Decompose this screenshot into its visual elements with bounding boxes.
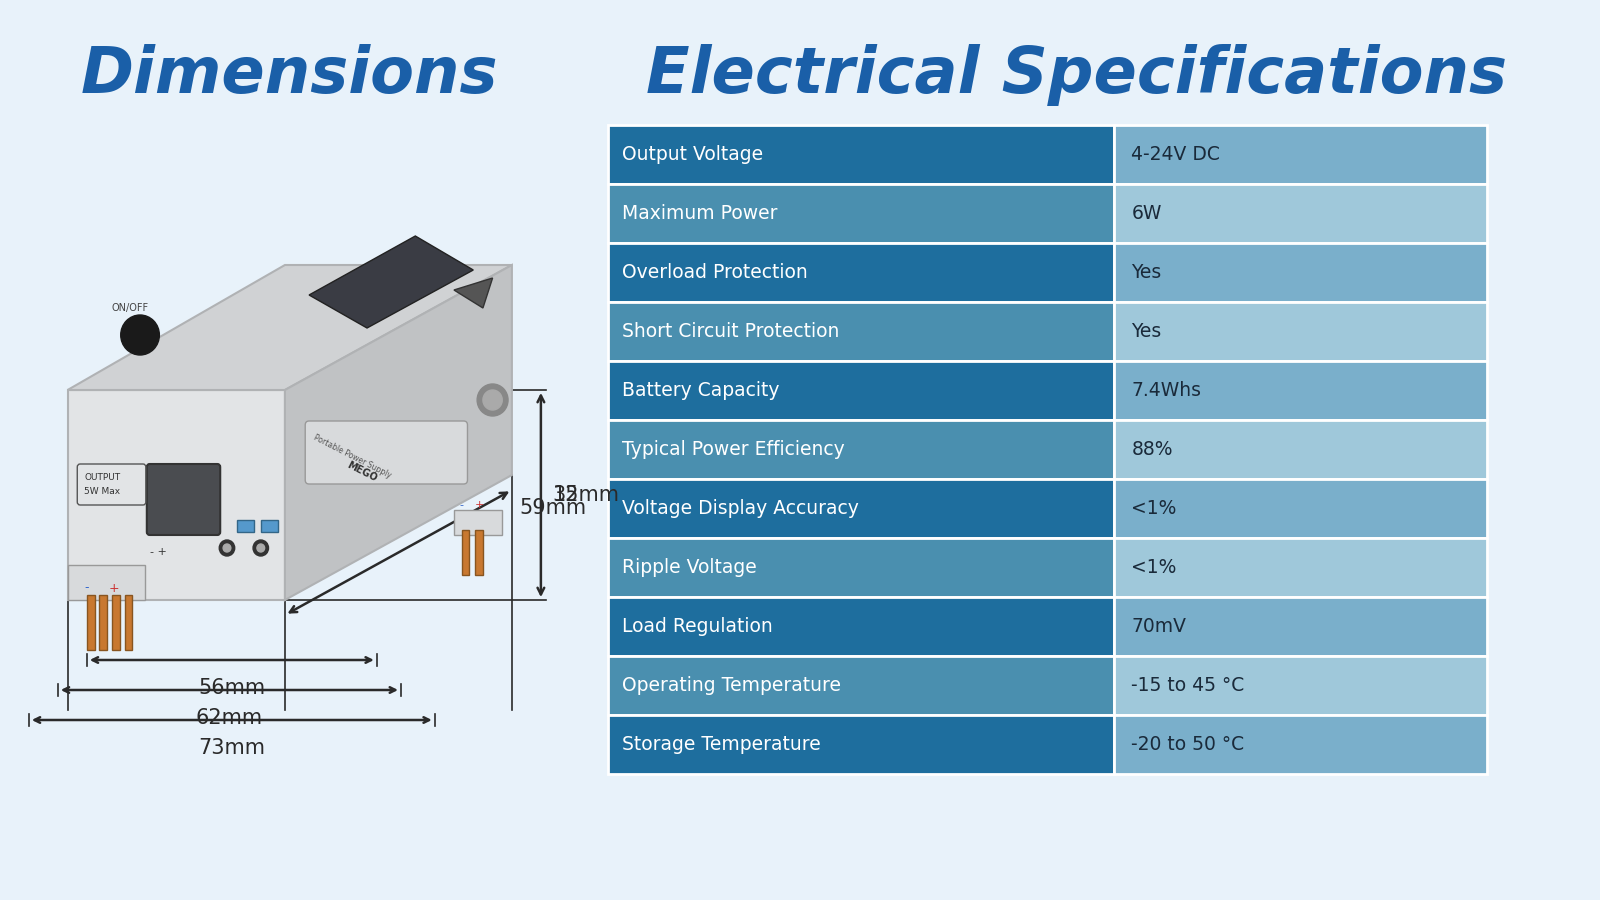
- Bar: [608, 479, 1114, 538]
- Text: -15 to 45 °C: -15 to 45 °C: [1131, 676, 1245, 695]
- Bar: [1114, 184, 1488, 243]
- Text: - +: - +: [150, 547, 166, 557]
- FancyBboxPatch shape: [306, 421, 467, 484]
- Bar: [608, 656, 1114, 715]
- Bar: [608, 243, 1114, 302]
- Text: Storage Temperature: Storage Temperature: [622, 735, 821, 754]
- Text: 32mm: 32mm: [552, 485, 619, 505]
- Polygon shape: [67, 265, 512, 390]
- Text: Typical Power Efficiency: Typical Power Efficiency: [622, 440, 845, 459]
- Bar: [454, 510, 502, 535]
- Bar: [608, 361, 1114, 420]
- Text: Voltage Display Accuracy: Voltage Display Accuracy: [622, 499, 859, 518]
- Circle shape: [253, 540, 269, 556]
- Bar: [1114, 656, 1488, 715]
- Bar: [608, 302, 1114, 361]
- Polygon shape: [309, 236, 474, 328]
- Bar: [1114, 597, 1488, 656]
- Bar: [125, 595, 133, 650]
- Bar: [1114, 538, 1488, 597]
- Text: 73mm: 73mm: [198, 738, 266, 758]
- Text: 4-24V DC: 4-24V DC: [1131, 145, 1221, 164]
- Circle shape: [483, 390, 502, 410]
- Text: 6W: 6W: [1131, 204, 1162, 223]
- Text: 70mV: 70mV: [1131, 617, 1186, 636]
- Bar: [608, 597, 1114, 656]
- Text: Portable Power Supply: Portable Power Supply: [312, 433, 394, 480]
- Polygon shape: [454, 278, 493, 308]
- Bar: [1114, 302, 1488, 361]
- Bar: [86, 595, 94, 650]
- Bar: [608, 125, 1114, 184]
- Bar: [1114, 125, 1488, 184]
- FancyBboxPatch shape: [147, 464, 221, 535]
- Bar: [1114, 361, 1488, 420]
- Text: Overload Protection: Overload Protection: [622, 263, 808, 282]
- Text: <1%: <1%: [1131, 558, 1176, 577]
- Text: +: +: [474, 500, 483, 510]
- Bar: [112, 595, 120, 650]
- Text: Short Circuit Protection: Short Circuit Protection: [622, 322, 840, 341]
- Bar: [99, 595, 107, 650]
- Bar: [1114, 420, 1488, 479]
- Text: +: +: [109, 581, 120, 595]
- Text: Load Regulation: Load Regulation: [622, 617, 773, 636]
- Text: MEGO: MEGO: [346, 460, 379, 484]
- Text: Battery Capacity: Battery Capacity: [622, 381, 779, 400]
- Text: Yes: Yes: [1131, 263, 1162, 282]
- Polygon shape: [67, 390, 285, 600]
- Text: 59mm: 59mm: [520, 498, 587, 518]
- Text: ON/OFF: ON/OFF: [112, 303, 149, 313]
- Circle shape: [120, 315, 160, 355]
- Circle shape: [222, 544, 230, 552]
- Bar: [1114, 243, 1488, 302]
- Text: OUTPUT: OUTPUT: [85, 472, 120, 482]
- Text: Yes: Yes: [1131, 322, 1162, 341]
- Text: -20 to 50 °C: -20 to 50 °C: [1131, 735, 1245, 754]
- Bar: [237, 520, 254, 532]
- Text: -: -: [459, 500, 464, 510]
- Text: Maximum Power: Maximum Power: [622, 204, 778, 223]
- Text: <1%: <1%: [1131, 499, 1176, 518]
- Bar: [608, 538, 1114, 597]
- Bar: [67, 565, 146, 600]
- Bar: [608, 715, 1114, 774]
- Bar: [1114, 715, 1488, 774]
- Text: 7.4Whs: 7.4Whs: [1131, 381, 1202, 400]
- Text: -: -: [85, 581, 90, 595]
- Text: 5W Max: 5W Max: [85, 488, 120, 497]
- Bar: [475, 530, 483, 575]
- Text: Output Voltage: Output Voltage: [622, 145, 763, 164]
- Text: 62mm: 62mm: [195, 708, 262, 728]
- Circle shape: [258, 544, 264, 552]
- Text: Ripple Voltage: Ripple Voltage: [622, 558, 757, 577]
- Text: Electrical Specifications: Electrical Specifications: [646, 44, 1507, 106]
- Text: 56mm: 56mm: [198, 678, 266, 698]
- Polygon shape: [285, 265, 512, 600]
- Bar: [1114, 479, 1488, 538]
- Circle shape: [477, 384, 509, 416]
- Text: Operating Temperature: Operating Temperature: [622, 676, 842, 695]
- Bar: [608, 184, 1114, 243]
- Text: Dimensions: Dimensions: [82, 44, 499, 106]
- Bar: [261, 520, 278, 532]
- Text: 15: 15: [552, 485, 579, 505]
- Bar: [608, 420, 1114, 479]
- Text: 88%: 88%: [1131, 440, 1173, 459]
- Circle shape: [219, 540, 235, 556]
- Bar: [462, 530, 469, 575]
